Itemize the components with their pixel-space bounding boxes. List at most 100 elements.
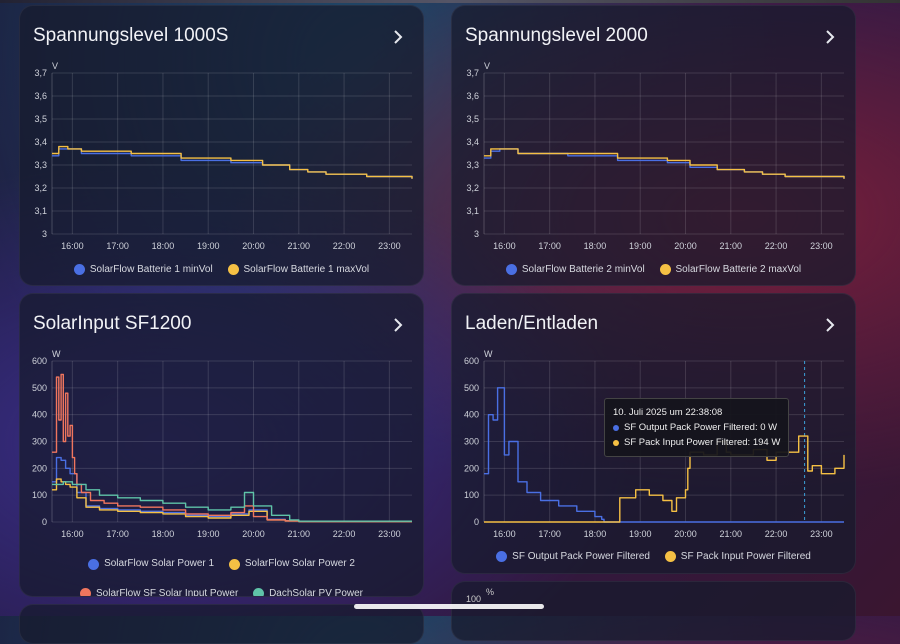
x-tick-label: 16:00 (493, 241, 516, 251)
legend-label: SolarFlow SF Solar Input Power (96, 587, 239, 597)
y-tick-label: 600 (464, 356, 479, 366)
y-axis-unit: V (52, 61, 58, 71)
chart-legend: SolarFlow Batterie 2 minVol SolarFlow Ba… (452, 264, 855, 278)
chevron-right-icon[interactable] (389, 28, 407, 46)
x-tick-label: 17:00 (538, 241, 561, 251)
tooltip-title: 10. Juli 2025 um 22:38:08 (613, 407, 723, 418)
y-tick-label: 3,3 (34, 160, 47, 170)
legend-item[interactable]: SolarFlow Batterie 2 maxVol (659, 264, 802, 275)
y-tick-label: 3,6 (466, 91, 479, 101)
card-title: Spannungslevel 1000S (33, 25, 229, 46)
legend-label: SolarFlow Batterie 1 minVol (89, 264, 213, 275)
x-tick-label: 18:00 (584, 529, 607, 539)
tooltip-row-text: SF Output Pack Power Filtered: 0 W (624, 422, 778, 433)
card-title: Spannungslevel 2000 (465, 25, 648, 46)
legend-dot (505, 264, 517, 275)
x-tick-label: 22:00 (333, 529, 356, 539)
home-indicator[interactable] (354, 604, 544, 609)
legend-label: SolarFlow Solar Power 1 (104, 558, 215, 569)
y-tick-label: 3 (474, 229, 479, 239)
legend-label: SolarFlow Batterie 2 maxVol (675, 264, 802, 275)
series-line-teal (52, 481, 412, 522)
y-tick-label: 200 (32, 463, 47, 473)
solar-input-chart: W 0 100 200 300 400 500 600 16:00 17:00 18:00 19:00… (32, 349, 412, 539)
x-tick-label: 22:00 (765, 529, 788, 539)
y-tick-label: 0 (42, 517, 47, 527)
y-tick-label: 3,3 (466, 160, 479, 170)
legend-item[interactable]: SolarFlow Batterie 1 maxVol (227, 264, 369, 275)
x-tick-label: 19:00 (197, 529, 220, 539)
card-partial-left (19, 604, 424, 644)
legend-item[interactable]: SolarFlow Solar Power 2 (228, 551, 355, 577)
x-tick-label: 21:00 (288, 529, 311, 539)
series-line-yellow (52, 145, 413, 179)
x-tick-label: 20:00 (242, 529, 265, 539)
x-tick-label: 21:00 (720, 241, 743, 251)
charge-discharge-chart: W 0 100 200 300 400 500 600 16:00 17:00 18:00 19:00… (464, 349, 845, 539)
top-status-bar (0, 0, 900, 3)
x-tick-label: 18:00 (584, 241, 607, 251)
x-tick-label: 20:00 (674, 241, 697, 251)
card-laden-entladen[interactable]: Laden/Entladen W 0 100 200 300 400 500 600 16:00… (451, 293, 856, 574)
x-tick-label: 22:00 (765, 241, 788, 251)
legend-item[interactable]: SF Pack Input Power Filtered (664, 551, 811, 562)
legend-dot (228, 558, 240, 570)
y-axis-unit: V (484, 61, 490, 71)
y-axis-unit: W (484, 349, 493, 359)
x-tick-label: 19:00 (629, 241, 652, 251)
tooltip-row: SF Pack Input Power Filtered: 194 W (613, 435, 780, 450)
x-tick-label: 23:00 (378, 529, 401, 539)
legend-item[interactable]: SolarFlow Solar Power 1 (88, 551, 214, 577)
x-tick-label: 16:00 (61, 241, 84, 251)
legend-item[interactable]: SolarFlow SF Solar Input Power (80, 581, 239, 597)
legend-item[interactable]: SolarFlow Batterie 2 minVol (505, 264, 645, 275)
y-tick-label: 100 (466, 594, 482, 604)
x-tick-label: 17:00 (106, 529, 129, 539)
legend-label: SF Output Pack Power Filtered (512, 551, 650, 562)
y-tick-label: 3,4 (466, 137, 479, 147)
legend-dot (227, 264, 239, 275)
tooltip-row: SF Output Pack Power Filtered: 0 W (613, 420, 780, 435)
chevron-right-icon[interactable] (389, 316, 407, 334)
legend-item[interactable]: SolarFlow Batterie 1 minVol (73, 264, 213, 275)
legend-label: SolarFlow Batterie 2 minVol (521, 264, 645, 275)
card-partial-percent[interactable]: % 100 (451, 581, 856, 641)
y-tick-label: 3,5 (34, 114, 47, 124)
card-solarinput-sf1200[interactable]: SolarInput SF1200 W 0 100 200 300 400 500 600 16… (19, 293, 424, 597)
legend-item[interactable]: DachSolar PV Power (253, 581, 363, 597)
x-tick-label: 20:00 (674, 529, 697, 539)
chart-legend: SF Output Pack Power Filtered SF Pack In… (452, 551, 855, 565)
series-line-yellow (52, 478, 412, 523)
x-tick-label: 19:00 (197, 241, 220, 251)
y-tick-label: 300 (32, 437, 47, 447)
x-tick-label: 23:00 (378, 241, 401, 251)
card-spannungslevel-1000s[interactable]: Spannungslevel 1000S V 3 3,1 3,2 3,3 3,4 3,5 3,… (19, 5, 424, 286)
y-tick-label: 3 (42, 229, 47, 239)
y-tick-label: 3,4 (34, 137, 47, 147)
y-tick-label: 3,1 (34, 206, 47, 216)
y-tick-label: 500 (32, 383, 47, 393)
voltage-chart-1: V 3 3,1 3,2 3,3 3,4 3,5 3,6 3,7 16:00 17:00 18:00 19… (34, 61, 413, 251)
y-tick-label: 3,2 (34, 183, 47, 193)
y-tick-label: 100 (32, 490, 47, 500)
y-tick-label: 100 (464, 490, 479, 500)
y-axis-unit: W (52, 349, 61, 359)
legend-dot (73, 264, 85, 275)
x-tick-label: 19:00 (629, 529, 652, 539)
legend-dot (664, 551, 676, 562)
legend-item[interactable]: SF Output Pack Power Filtered (496, 551, 650, 562)
legend-dot (253, 588, 265, 596)
card-spannungslevel-2000[interactable]: Spannungslevel 2000 V 3 3,1 3,2 3,3 3,4 3,5 3,6… (451, 5, 856, 286)
x-tick-label: 21:00 (288, 241, 311, 251)
series-line-blue (484, 387, 844, 523)
y-axis-unit: % (486, 587, 495, 597)
legend-label: SolarFlow Solar Power 2 (244, 558, 355, 569)
y-tick-label: 200 (464, 463, 479, 473)
chart-tooltip: 10. Juli 2025 um 22:38:08 SF Output Pack… (604, 398, 790, 457)
x-tick-label: 23:00 (810, 529, 833, 539)
legend-label: DachSolar PV Power (269, 587, 363, 597)
x-tick-label: 17:00 (106, 241, 129, 251)
x-tick-label: 18:00 (152, 241, 175, 251)
chevron-right-icon[interactable] (821, 316, 839, 334)
chevron-right-icon[interactable] (821, 28, 839, 46)
